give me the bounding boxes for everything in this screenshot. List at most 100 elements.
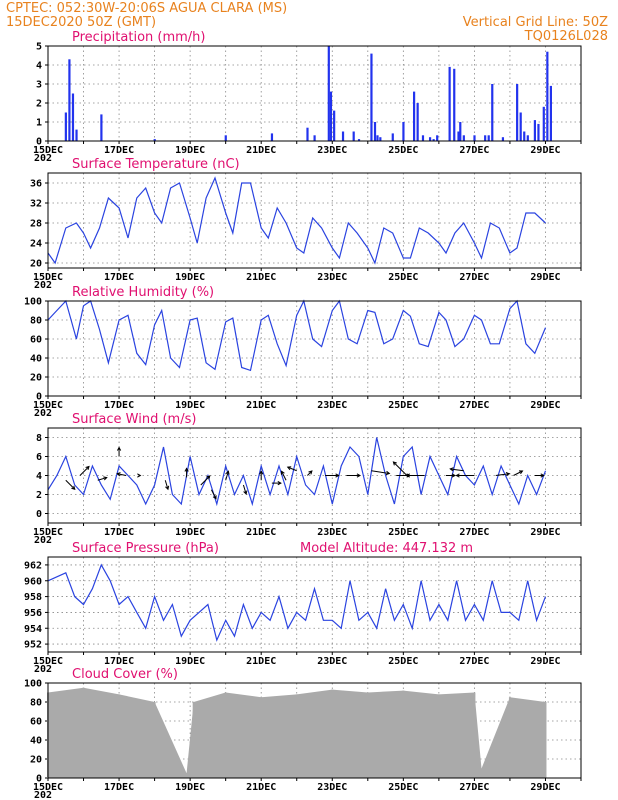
wind-arrow-head [455, 473, 460, 478]
wind-arrow-head [85, 465, 90, 470]
precip-bar [379, 137, 382, 141]
wind-arrow-head [280, 470, 285, 475]
temp-xtick-label: 29DEC [530, 272, 560, 283]
wind-arrow-head [259, 470, 264, 475]
wind-arrow [225, 471, 229, 481]
wind-arrow-head [225, 470, 230, 475]
cloud-bar [82, 687, 85, 778]
wind-arrow-head [277, 480, 282, 486]
cloud-xtick-label: 29DEC [530, 782, 560, 793]
wind-arrow-head [385, 470, 391, 476]
cloud-year-fragment: 202 [34, 790, 52, 800]
wind-arrow-head [137, 473, 142, 478]
precip-bar [484, 135, 487, 141]
precip-ytick-label: 3 [36, 80, 42, 91]
wind-arrow-head [103, 476, 108, 481]
wind-arrow [495, 473, 510, 476]
precip-bar [306, 127, 309, 141]
rh-title: Relative Humidity (%) [72, 285, 214, 300]
wind-arrow [117, 473, 127, 476]
temp-ytick-label: 32 [30, 199, 42, 210]
temp-xtick-label: 21DEC [246, 272, 276, 283]
rh-xtick-label: 29DEC [530, 400, 560, 411]
precip-bar [412, 91, 416, 141]
wind-arrow-head [335, 473, 340, 478]
wind-arrow-head [212, 495, 217, 500]
rh-xtick-label: 15DEC [33, 400, 63, 411]
rh-xtick-label: 23DEC [317, 400, 347, 411]
precip-bar [448, 66, 451, 141]
cloud-bar [544, 702, 547, 778]
precip-bar [64, 112, 67, 141]
precip-bar [516, 84, 519, 141]
precip-bar [549, 85, 552, 141]
precip-bar [327, 46, 330, 141]
precip-bar [487, 135, 490, 141]
cloud-bar [437, 694, 440, 778]
pressure-xtick-label: 23DEC [317, 656, 347, 667]
precip-bar [546, 51, 549, 142]
cloud-xtick-label: 25DEC [388, 782, 418, 793]
precip-bar [457, 131, 460, 141]
wind-arrow-head [184, 467, 189, 472]
temp-xtick-label: 15DEC [33, 272, 63, 283]
wind-xtick-label: 23DEC [317, 527, 347, 538]
cloud-ytick-label: 0 [36, 774, 42, 785]
temp-xtick-label: 27DEC [459, 272, 489, 283]
wind-arrow-head [243, 490, 248, 495]
temp-ytick-label: 28 [30, 219, 42, 230]
wind-arrow [287, 466, 297, 472]
pressure-ytick-label: 960 [24, 576, 42, 587]
precip-bar [459, 122, 462, 141]
precip-bar [71, 93, 75, 141]
wind-arrow-head [206, 475, 211, 480]
pressure-ytick-label: 956 [24, 608, 42, 619]
precip-bar [432, 139, 435, 141]
pressure-xtick-label: 29DEC [530, 656, 560, 667]
wind-year-fragment: 202 [34, 535, 52, 546]
precip-xtick-label: 21DEC [246, 145, 276, 156]
precip-xtick-label: 27DEC [459, 145, 489, 156]
precip-bar [501, 137, 505, 141]
temp-xtick-label: 17DEC [104, 272, 134, 283]
precip-ytick-label: 5 [36, 42, 42, 53]
precip-bar [537, 123, 540, 141]
precip-frame [47, 45, 582, 142]
cloud-ytick-label: 20 [30, 755, 42, 766]
cloud-bar [260, 697, 263, 778]
wind-arrow [371, 470, 390, 474]
wind-arrow [513, 470, 523, 476]
precip-bar [526, 135, 529, 141]
cloud-frame [47, 682, 582, 779]
pressure-ytick-label: 954 [24, 624, 42, 635]
pressure-xtick-label: 25DEC [388, 656, 418, 667]
temp-ytick-label: 36 [30, 179, 42, 190]
precip-bar [224, 135, 227, 141]
rh-ytick-label: 20 [30, 373, 42, 384]
temp-ytick-label: 20 [30, 259, 42, 270]
pressure-year-fragment: 202 [34, 664, 52, 675]
wind-arrow [211, 489, 217, 499]
rh-xtick-label: 17DEC [104, 400, 134, 411]
rh-xtick-label: 25DEC [388, 400, 418, 411]
pressure-xtick-label: 17DEC [104, 656, 134, 667]
wind-xtick-label: 21DEC [246, 527, 276, 538]
pressure-ytick-label: 958 [24, 592, 42, 603]
rh-xtick-label: 21DEC [246, 400, 276, 411]
cloud-bar [224, 692, 227, 778]
precip-bar [436, 135, 439, 141]
cloud-xtick-label: 21DEC [246, 782, 276, 793]
precip-bar [313, 135, 316, 141]
cloud-bar [473, 692, 476, 778]
wind-ytick-label: 8 [36, 433, 42, 444]
wind-arrow-head [308, 470, 313, 475]
precip-bar [100, 114, 103, 141]
wind-arrow [164, 480, 169, 490]
precip-bar [462, 135, 465, 141]
pressure-xtick-label: 19DEC [175, 656, 205, 667]
precip-bar [519, 112, 522, 141]
rh-ytick-label: 100 [24, 297, 42, 308]
pressure-xtick-label: 15DEC [33, 656, 63, 667]
precip-xtick-label: 25DEC [388, 145, 418, 156]
precip-xtick-label: 29DEC [530, 145, 560, 156]
